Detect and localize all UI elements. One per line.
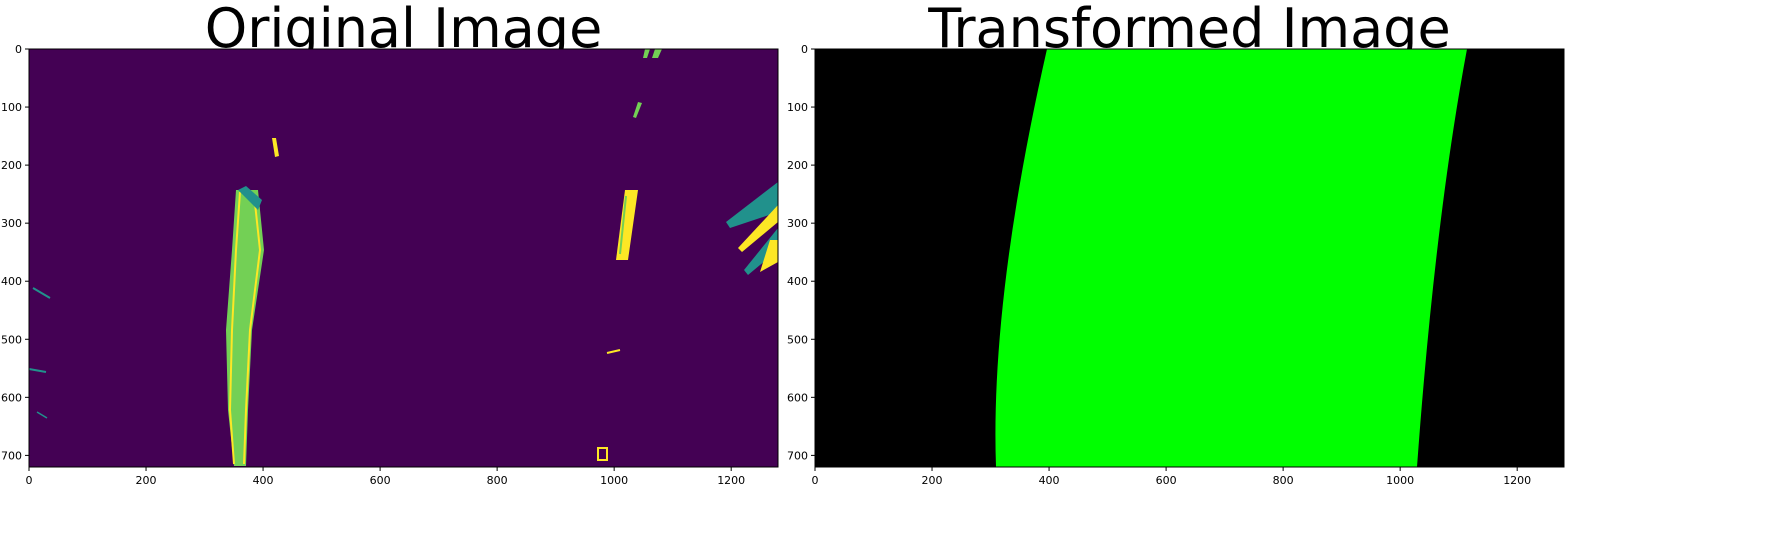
left-panel-title: Original Image [204,0,603,60]
y-tick-label: 300 [1,217,22,230]
x-tick-label: 600 [1156,474,1177,487]
right-panel-title: Transformed Image [928,0,1451,60]
right-axes-frame [814,48,1565,468]
x-tick-label: 400 [1039,474,1060,487]
lane-area-fill [995,49,1467,467]
y-tick-label: 0 [15,43,22,56]
left-lane-pixels [28,49,778,466]
y-tick-label: 0 [801,43,808,56]
x-tick-label: 1200 [1503,474,1531,487]
x-tick-label: 800 [1273,474,1294,487]
y-tick-label: 400 [1,275,22,288]
x-tick-label: 800 [487,474,508,487]
y-tick-label: 600 [787,391,808,404]
x-tick-label: 0 [26,474,33,487]
y-tick-label: 400 [787,275,808,288]
x-tick-label: 200 [922,474,943,487]
y-tick-label: 200 [787,159,808,172]
x-tick-label: 200 [136,474,157,487]
left-panel: 0 200 400 600 800 1000 1200 0 100 200 300 400 500 60… [1,43,779,487]
left-image-background [29,49,778,467]
x-tick-label: 1200 [717,474,745,487]
x-tick-label: 0 [812,474,819,487]
y-tick-label: 500 [787,333,808,346]
right-panel: 0 200 400 600 800 1000 1200 0 100 200 300 400 500 60… [787,43,1565,487]
right-x-axis: 0 200 400 600 800 1000 1200 [812,467,1531,487]
y-tick-label: 100 [1,101,22,114]
right-y-axis: 0 100 200 300 400 500 600 700 [787,43,815,462]
left-x-axis: 0 200 400 600 800 1000 1200 [26,467,745,487]
left-axes-frame [28,48,779,468]
y-tick-label: 600 [1,391,22,404]
x-tick-label: 1000 [1386,474,1414,487]
y-tick-label: 500 [1,333,22,346]
y-tick-label: 700 [1,449,22,462]
x-tick-label: 1000 [600,474,628,487]
x-tick-label: 600 [370,474,391,487]
left-y-axis: 0 100 200 300 400 500 600 700 [1,43,29,462]
y-tick-label: 700 [787,449,808,462]
y-tick-label: 200 [1,159,22,172]
y-tick-label: 100 [787,101,808,114]
y-tick-label: 300 [787,217,808,230]
x-tick-label: 400 [253,474,274,487]
